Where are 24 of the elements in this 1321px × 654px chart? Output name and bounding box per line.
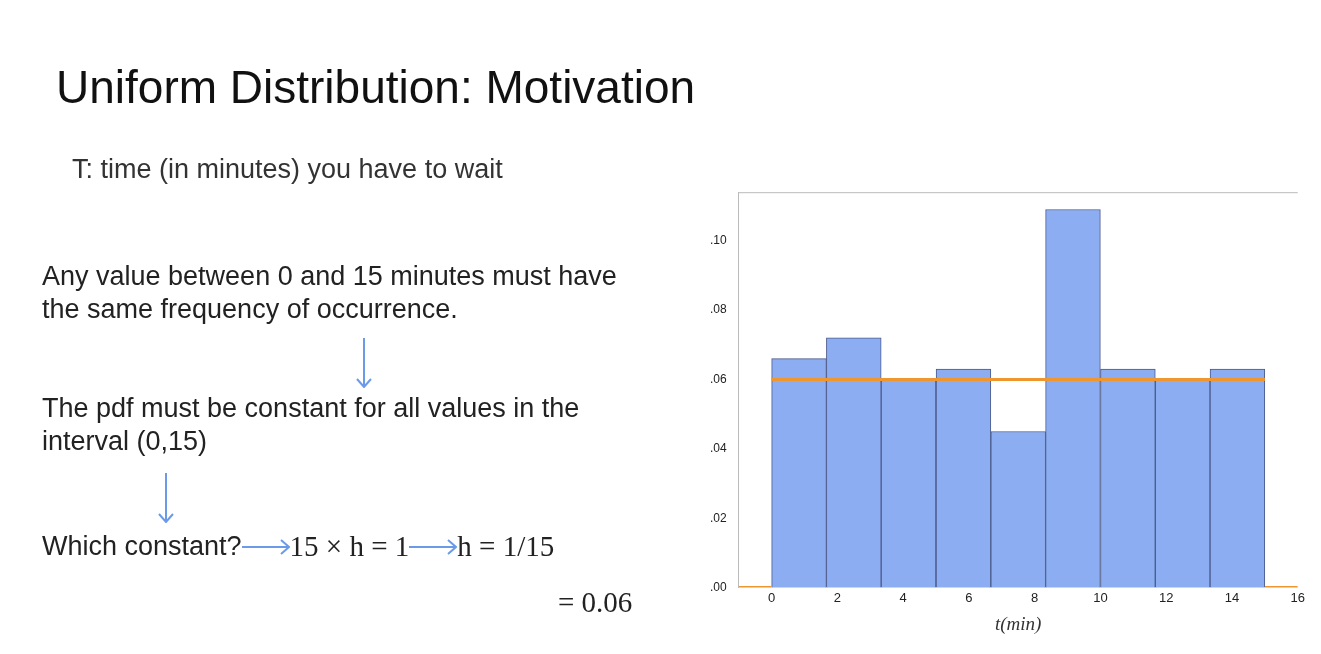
text: Any value between 0 and 15 minutes must have the same frequency of occurrence. xyxy=(42,260,618,326)
text: = 0.06 xyxy=(558,586,633,619)
x-tick-label: 0 xyxy=(767,589,776,605)
x-tick-label: 12 xyxy=(1158,589,1174,605)
x-tick-label: 14 xyxy=(1224,589,1240,605)
chart-title: Uniform Distribution: Motivation xyxy=(56,60,696,114)
text: 15 × h = 1 xyxy=(289,530,410,563)
y-tick-label: .00 xyxy=(709,579,727,594)
y-tick-label: .04 xyxy=(709,441,727,456)
y-tick-label: .06 xyxy=(709,371,727,386)
x-tick-label: 2 xyxy=(833,589,841,605)
y-tick-label: .10 xyxy=(709,233,727,248)
y-tick-label: .08 xyxy=(709,302,727,317)
text: The pdf must be constant for all values in the interval (0,15) xyxy=(42,392,581,458)
x-tick-label: 4 xyxy=(899,589,907,605)
x-tick-label: 16 xyxy=(1290,589,1305,605)
x-tick-label: 8 xyxy=(1031,589,1039,605)
text: Which constant? xyxy=(42,530,242,563)
x-axis-title: t(min) xyxy=(995,612,1042,635)
y-tick-label: .02 xyxy=(709,510,727,525)
x-tick-label: 10 xyxy=(1093,589,1108,605)
text: h = 1/15 xyxy=(457,530,555,563)
x-tick-label: 6 xyxy=(965,589,973,605)
text: T: time (in minutes) you have to wait xyxy=(72,154,503,185)
